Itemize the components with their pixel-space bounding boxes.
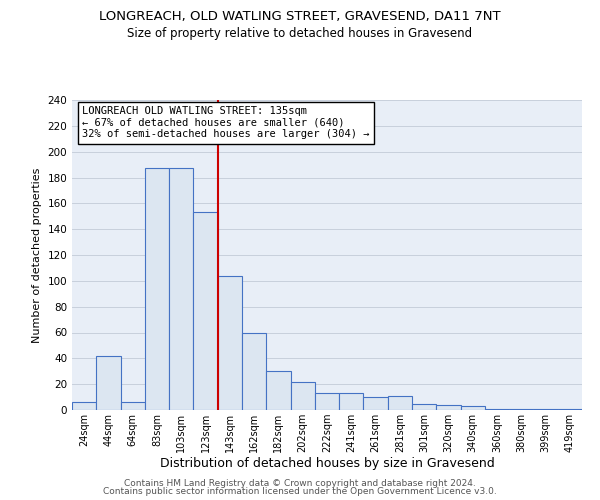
Bar (242, 332, 266, 410)
Bar (558, 408, 582, 410)
Bar (145, 168, 169, 410)
Bar (169, 168, 193, 410)
Bar (193, 212, 218, 410)
Bar (266, 371, 290, 410)
Bar (436, 405, 461, 410)
Bar (485, 408, 509, 410)
Bar (218, 276, 242, 410)
Bar (533, 408, 558, 410)
Bar (72, 402, 96, 410)
Bar (339, 393, 364, 410)
Bar (461, 406, 485, 410)
Bar (388, 396, 412, 410)
Text: LONGREACH OLD WATLING STREET: 135sqm
← 67% of detached houses are smaller (640)
: LONGREACH OLD WATLING STREET: 135sqm ← 6… (82, 106, 370, 140)
Bar (315, 393, 339, 410)
Bar (412, 404, 436, 410)
Text: Distribution of detached houses by size in Gravesend: Distribution of detached houses by size … (160, 457, 494, 470)
Text: LONGREACH, OLD WATLING STREET, GRAVESEND, DA11 7NT: LONGREACH, OLD WATLING STREET, GRAVESEND… (99, 10, 501, 23)
Y-axis label: Number of detached properties: Number of detached properties (32, 168, 42, 342)
Bar (509, 408, 533, 410)
Bar (121, 402, 145, 410)
Bar (364, 397, 388, 410)
Text: Contains public sector information licensed under the Open Government Licence v3: Contains public sector information licen… (103, 487, 497, 496)
Bar (290, 382, 315, 410)
Text: Contains HM Land Registry data © Crown copyright and database right 2024.: Contains HM Land Registry data © Crown c… (124, 478, 476, 488)
Text: Size of property relative to detached houses in Gravesend: Size of property relative to detached ho… (127, 28, 473, 40)
Bar (96, 356, 121, 410)
